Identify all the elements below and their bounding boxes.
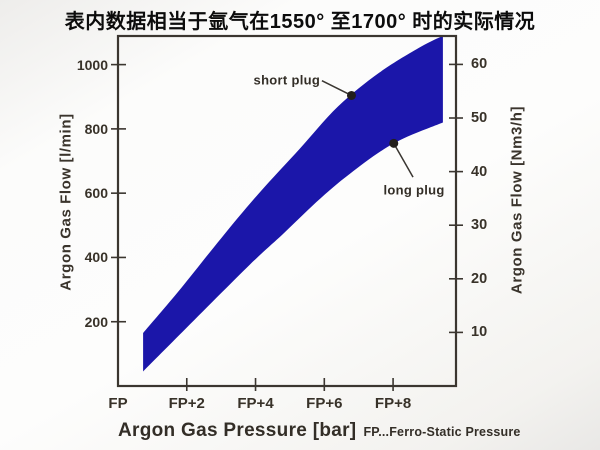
x-tick-label: FP+2 [168, 395, 205, 412]
annotation-line [321, 80, 352, 97]
annotation-dot [346, 90, 356, 100]
x-tick-label: FP+8 [374, 395, 412, 412]
x-axis-note: FP...Ferro-Static Pressure [363, 425, 521, 439]
x-tick-label: FP+6 [306, 395, 343, 412]
annotation-dot [389, 138, 399, 148]
annotation-line [393, 142, 414, 178]
y-left-tick-label: 400 [84, 249, 108, 266]
y-left-tick-label: 1000 [76, 56, 108, 73]
y-right-tick-label: 40 [471, 163, 488, 180]
plot-border [116, 34, 458, 388]
y-axis-label-right: Argon Gas Flow [Nm3/h] [508, 105, 526, 295]
x-tick-label: FP [108, 395, 128, 412]
y-right-tick-label: 10 [471, 324, 488, 341]
flow-band [143, 35, 443, 372]
y-left-tick-label: 200 [84, 313, 108, 330]
y-left-tick-label: 600 [84, 185, 108, 202]
y-right-tick-label: 20 [471, 270, 488, 287]
x-tick-label: FP+4 [237, 395, 274, 412]
y-right-tick-label: 60 [471, 56, 488, 73]
y-left-tick-label: 800 [84, 120, 108, 137]
annotation-label: short plug [253, 72, 321, 88]
y-right-tick-label: 30 [471, 217, 488, 234]
x-axis-label-row: Argon Gas Pressure [bar] FP...Ferro-Stat… [118, 420, 521, 442]
chart-title: 表内数据相当于氩气在1550° 至1700° 时的实际情况 [64, 11, 536, 33]
x-axis-label: Argon Gas Pressure [bar] [118, 420, 357, 441]
annotation-label: long plug [383, 182, 445, 198]
y-right-tick-label: 50 [471, 110, 488, 126]
